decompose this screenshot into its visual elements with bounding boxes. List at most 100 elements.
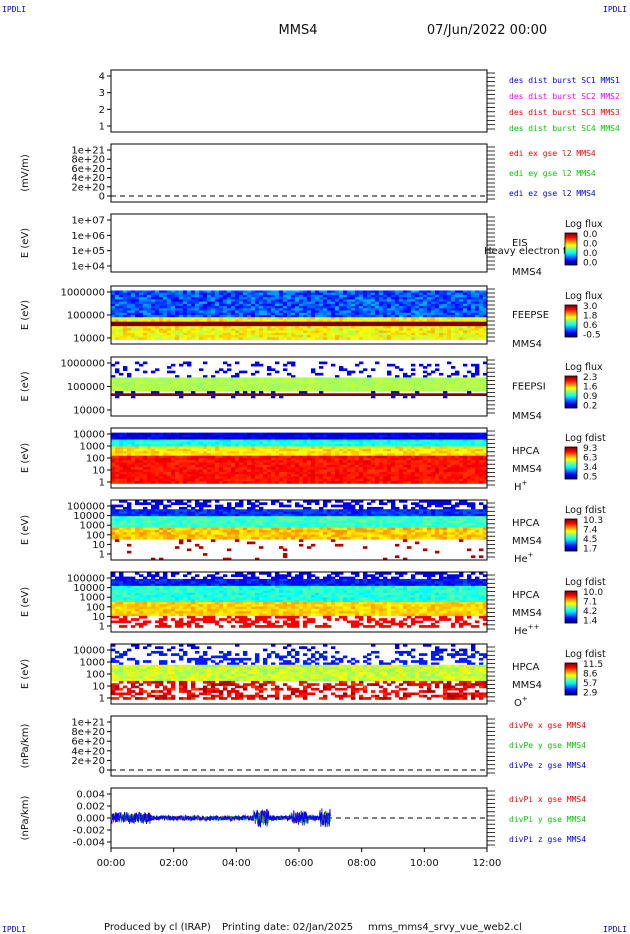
p6-cell	[123, 448, 128, 452]
p5-cell	[319, 384, 324, 387]
p6-cell	[271, 476, 276, 480]
p4-cell	[355, 303, 360, 307]
p4-cell	[315, 330, 320, 334]
p4-cell	[267, 335, 272, 338]
p5-cell	[347, 379, 352, 383]
p4-cell	[219, 290, 224, 294]
p4-cell	[279, 303, 284, 307]
p4-cell	[195, 294, 200, 298]
p4-cell	[367, 299, 372, 303]
p6-cell	[431, 464, 436, 468]
p4-cell	[143, 312, 148, 316]
p6-cell	[235, 481, 240, 484]
p4-cell	[395, 303, 400, 307]
p4-cell	[235, 299, 240, 303]
p4-cell	[167, 330, 172, 334]
p4-cell	[131, 297, 136, 300]
p6-cell	[431, 446, 436, 450]
p4-cell	[255, 308, 260, 311]
p4-cell	[151, 306, 156, 309]
p6-cell	[231, 446, 236, 450]
p4-cell	[339, 312, 344, 316]
p6-cell	[271, 481, 276, 484]
p4-cell	[367, 317, 372, 320]
p2-legend-item: edi ey gse l2 MMS4	[509, 169, 596, 178]
p5-cell	[431, 384, 436, 387]
p4-cell	[179, 301, 184, 305]
p6-cell	[315, 469, 320, 473]
p6-cell	[427, 478, 432, 482]
p4-cell	[367, 328, 372, 332]
p5-cell	[151, 370, 156, 374]
p4-cell	[223, 303, 228, 307]
p6-cell	[119, 458, 124, 461]
p6-cell	[191, 478, 196, 482]
p4-cell	[119, 332, 124, 336]
p6-cell	[355, 474, 360, 477]
p4-cell	[343, 292, 348, 296]
p4-cell	[363, 306, 368, 309]
p4-cell	[311, 290, 316, 294]
p4-cell	[287, 330, 292, 334]
p6-cell	[307, 437, 312, 440]
p6-cell	[223, 446, 228, 450]
p4-cell	[151, 299, 156, 303]
p6-cell	[263, 478, 268, 482]
p4-cell	[279, 294, 284, 298]
p4-cell	[259, 312, 264, 316]
p5-cell	[315, 372, 320, 376]
p6-cell	[319, 446, 324, 450]
p6-cell	[351, 467, 356, 470]
p6-cell	[267, 467, 272, 470]
p5-cell	[431, 370, 436, 374]
p4-cell	[163, 310, 168, 314]
p5-cell	[255, 363, 260, 367]
p6-cell	[375, 453, 380, 457]
p4-cell	[259, 328, 264, 332]
p4-cell	[375, 326, 380, 329]
p5-cell	[359, 377, 364, 381]
p4-cell	[151, 323, 156, 327]
p5-cell	[339, 386, 344, 390]
p4-cell	[239, 328, 244, 332]
p4-cell	[351, 326, 356, 329]
p6-cell	[175, 464, 180, 468]
p2-ytick-label: 8e+20	[71, 155, 105, 166]
p6-cell	[239, 460, 244, 464]
p6-cell	[331, 460, 336, 464]
p4-cell	[211, 301, 216, 305]
p6-cell	[127, 434, 132, 438]
p4-cell	[343, 301, 348, 305]
p5-cell	[155, 379, 160, 383]
p4-cell	[155, 297, 160, 300]
p6-cell	[135, 448, 140, 452]
p3-overlay-text: Heavy electron to	[484, 246, 573, 257]
p5-cell	[319, 386, 324, 390]
p6-cell	[223, 434, 228, 438]
p6-cell	[283, 467, 288, 470]
p5-cell	[343, 386, 348, 390]
p4-cell	[203, 308, 208, 311]
p4-cell	[299, 303, 304, 307]
p6-cell	[319, 469, 324, 473]
p4-cell	[175, 306, 180, 309]
p5-cell	[195, 388, 200, 392]
p1-legend-item: des dist burst SC2 MMS2	[509, 92, 620, 101]
p6-cell	[307, 460, 312, 464]
p6-cell	[391, 467, 396, 470]
p6-cell	[111, 458, 116, 461]
p4-cell	[215, 315, 220, 318]
p5-cell	[251, 395, 256, 399]
p4-cell	[343, 337, 348, 340]
p5-cell	[191, 391, 196, 394]
p5-cell	[267, 393, 272, 396]
p6-cell	[139, 448, 144, 452]
p5-cell	[139, 384, 144, 387]
p4-cell	[315, 310, 320, 314]
p5-cell	[175, 377, 180, 381]
p4-cell	[159, 312, 164, 316]
p4-cell	[431, 337, 436, 340]
p4-cell	[239, 310, 244, 314]
p6-cell	[379, 439, 384, 443]
p4-cell	[243, 308, 248, 311]
